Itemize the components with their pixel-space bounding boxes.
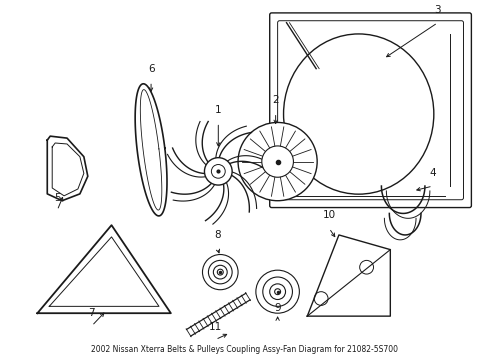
Circle shape [204, 158, 232, 185]
Text: 6: 6 [147, 64, 154, 73]
Text: 10: 10 [322, 210, 335, 220]
Text: 3: 3 [433, 5, 440, 15]
Circle shape [238, 122, 317, 201]
Text: 4: 4 [428, 168, 435, 178]
Text: 2002 Nissan Xterra Belts & Pulleys Coupling Assy-Fan Diagram for 21082-5S700: 2002 Nissan Xterra Belts & Pulleys Coupl… [90, 345, 397, 354]
Text: 8: 8 [214, 230, 220, 240]
Text: 5: 5 [54, 193, 61, 203]
Text: 11: 11 [208, 322, 222, 332]
Text: 2: 2 [272, 95, 278, 105]
Text: 7: 7 [88, 308, 95, 318]
Text: 9: 9 [274, 303, 281, 313]
Circle shape [211, 165, 225, 178]
Circle shape [261, 146, 293, 177]
Text: 1: 1 [215, 105, 221, 114]
